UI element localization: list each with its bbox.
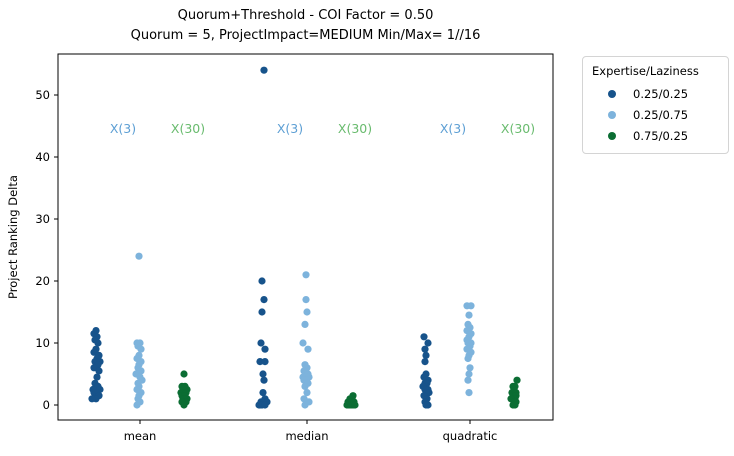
data-point	[259, 370, 267, 378]
y-tick-label: 50	[35, 88, 50, 102]
data-point	[260, 376, 268, 384]
data-point	[259, 389, 267, 397]
legend-marker-icon	[608, 110, 616, 119]
data-point	[95, 367, 103, 375]
legend-entry-label: 0.25/0.75	[633, 107, 689, 122]
data-point	[465, 389, 473, 397]
chart-title-line1: Quorum+Threshold - COI Factor = 0.50	[177, 8, 434, 23]
legend-marker-icon	[608, 89, 616, 98]
annotation-text: X(3)	[110, 121, 136, 136]
legend-entry-label: 0.75/0.25	[633, 128, 689, 143]
data-point	[303, 308, 311, 316]
legend-title: Expertise/Laziness	[592, 64, 699, 78]
y-tick-label: 10	[35, 336, 50, 350]
annotation-text: X(3)	[440, 121, 466, 136]
data-point	[258, 277, 266, 285]
data-point	[135, 252, 143, 260]
data-point	[256, 401, 264, 409]
y-tick-label: 0	[43, 398, 50, 412]
legend-entry: 0.75/0.25	[592, 125, 718, 146]
data-point	[464, 376, 472, 384]
data-point	[422, 401, 430, 409]
data-point	[137, 345, 145, 353]
legend-marker-icon	[608, 131, 616, 140]
data-point	[511, 401, 519, 409]
data-point	[351, 401, 359, 409]
legend: Expertise/Laziness 0.25/0.25 0.25/0.75 0.7…	[582, 56, 729, 154]
data-point	[424, 339, 432, 347]
data-point	[467, 302, 475, 310]
annotation-text: X(30)	[338, 121, 372, 136]
annotation-text: X(30)	[501, 121, 535, 136]
data-point	[465, 370, 473, 378]
legend-entry: 0.25/0.25	[592, 83, 718, 104]
data-point	[299, 339, 307, 347]
axes-frame	[57, 53, 554, 421]
data-point	[93, 373, 101, 381]
data-point	[94, 339, 102, 347]
data-point	[301, 401, 309, 409]
data-point	[421, 345, 429, 353]
data-point	[180, 370, 188, 378]
data-point	[464, 354, 472, 363]
data-point	[261, 401, 269, 409]
annotation-text: X(3)	[277, 121, 303, 136]
data-point	[261, 358, 269, 366]
x-tick-label: mean	[124, 429, 157, 443]
data-point	[258, 308, 266, 316]
chart-title: Quorum+Threshold - COI Factor = 0.50 Quo…	[58, 6, 553, 46]
y-tick-label: 30	[35, 212, 50, 226]
legend-entries: 0.25/0.25 0.25/0.75 0.75/0.25	[592, 83, 718, 146]
data-point	[180, 401, 188, 409]
data-point	[302, 271, 310, 279]
data-point	[133, 401, 141, 409]
annotation-text: X(30)	[171, 121, 205, 136]
legend-entry-label: 0.25/0.25	[633, 86, 689, 101]
y-tick-label: 20	[35, 274, 50, 288]
data-point	[260, 296, 268, 304]
data-point	[304, 345, 312, 353]
data-point	[302, 296, 310, 304]
x-tick-label: median	[285, 429, 328, 443]
data-point	[301, 320, 309, 328]
x-tick-label: quadratic	[443, 429, 498, 443]
data-point	[261, 345, 269, 353]
data-point	[260, 66, 268, 74]
data-point	[513, 376, 521, 384]
chart-title-line2: Quorum = 5, ProjectImpact=MEDIUM Min/Max…	[130, 28, 481, 43]
legend-entry: 0.25/0.75	[592, 104, 718, 125]
data-point	[257, 339, 265, 347]
data-point	[421, 358, 429, 366]
data-point	[422, 351, 430, 359]
data-point	[465, 311, 473, 319]
data-point	[303, 389, 311, 397]
data-point	[88, 395, 96, 403]
data-point	[256, 358, 264, 366]
data-point	[301, 382, 309, 390]
y-tick-label: 40	[35, 150, 50, 164]
data-point	[420, 333, 428, 341]
data-point	[466, 364, 474, 372]
